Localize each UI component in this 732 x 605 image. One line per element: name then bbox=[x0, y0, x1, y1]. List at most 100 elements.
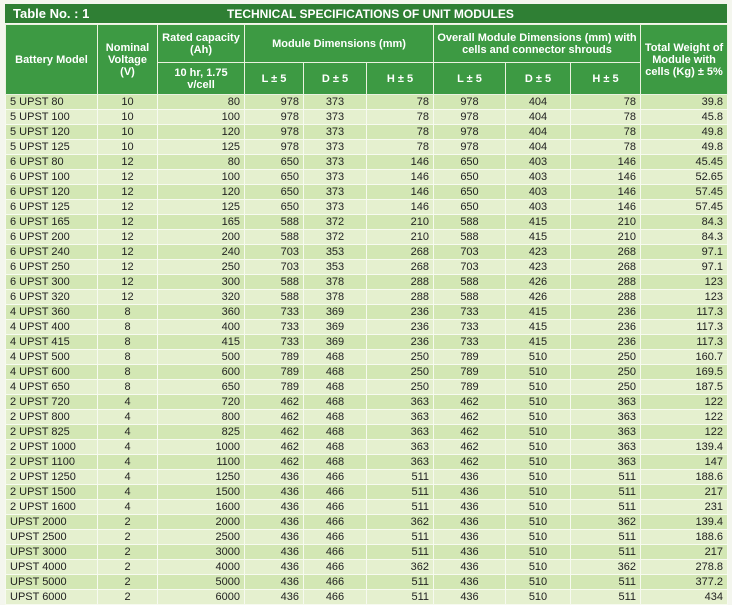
table-cell: 378 bbox=[303, 289, 367, 305]
table-cell: 2 UPST 720 bbox=[5, 394, 98, 410]
table-cell: 436 bbox=[244, 589, 304, 605]
table-cell: 200 bbox=[157, 229, 245, 245]
table-cell: 436 bbox=[433, 559, 506, 575]
table-cell: 511 bbox=[366, 484, 434, 500]
table-row: 6 UPST 120 12 120 650 373 146 650 403 146 57.45 bbox=[5, 184, 729, 200]
table-cell: 703 bbox=[433, 259, 506, 275]
table-cell: 288 bbox=[569, 274, 642, 290]
table-cell: 415 bbox=[505, 334, 571, 350]
table-cell: 78 bbox=[569, 109, 642, 125]
table-cell: 5 UPST 80 bbox=[5, 94, 98, 110]
table-cell: 268 bbox=[366, 244, 434, 260]
table-cell: 510 bbox=[505, 349, 571, 365]
table-cell: 372 bbox=[303, 229, 367, 245]
table-cell: 120 bbox=[157, 184, 245, 200]
table-cell: 12 bbox=[97, 259, 158, 275]
table-cell: 2 bbox=[97, 574, 158, 590]
table-cell: 278.8 bbox=[640, 559, 729, 575]
table-row: 6 UPST 320 12 320 588 378 288 588 426 288 123 bbox=[5, 289, 729, 305]
table-cell: 45.45 bbox=[640, 154, 729, 170]
table-cell: 468 bbox=[303, 439, 367, 455]
table-cell: 733 bbox=[244, 319, 304, 335]
table-cell: 4 UPST 650 bbox=[5, 379, 98, 395]
table-cell: 8 bbox=[97, 364, 158, 380]
table-cell: 8 bbox=[97, 379, 158, 395]
table-cell: 250 bbox=[366, 364, 434, 380]
table-title: TECHNICAL SPECIFICATIONS OF UNIT MODULES bbox=[227, 7, 514, 21]
table-cell: 288 bbox=[366, 289, 434, 305]
table-cell: 210 bbox=[366, 214, 434, 230]
table-cell: 78 bbox=[366, 94, 434, 110]
table-cell: 363 bbox=[569, 439, 642, 455]
table-cell: 511 bbox=[366, 544, 434, 560]
header-cell: L ± 5 bbox=[244, 62, 304, 95]
table-cell: 2 bbox=[97, 559, 158, 575]
table-cell: 117.3 bbox=[640, 319, 729, 335]
table-cell: 6 UPST 250 bbox=[5, 259, 98, 275]
table-cell: 511 bbox=[366, 529, 434, 545]
table-cell: 373 bbox=[303, 109, 367, 125]
table-cell: 84.3 bbox=[640, 214, 729, 230]
table-cell: 510 bbox=[505, 514, 571, 530]
table-cell: 373 bbox=[303, 199, 367, 215]
table-cell: 250 bbox=[366, 349, 434, 365]
header-cell: H ± 5 bbox=[569, 62, 642, 95]
table-cell: 436 bbox=[244, 559, 304, 575]
table-cell: 2 UPST 1600 bbox=[5, 499, 98, 515]
table-row: 4 UPST 650 8 650 789 468 250 789 510 250 187.5 bbox=[5, 379, 729, 395]
table-cell: 415 bbox=[505, 229, 571, 245]
table-cell: 436 bbox=[433, 469, 506, 485]
table-cell: UPST 3000 bbox=[5, 544, 98, 560]
table-cell: 268 bbox=[366, 259, 434, 275]
table-cell: UPST 2000 bbox=[5, 514, 98, 530]
table-cell: 288 bbox=[366, 274, 434, 290]
table-cell: 268 bbox=[569, 244, 642, 260]
table-cell: 125 bbox=[157, 139, 245, 155]
table-cell: 733 bbox=[244, 304, 304, 320]
table-cell: 511 bbox=[569, 469, 642, 485]
table-cell: 2 bbox=[97, 514, 158, 530]
table-cell: 466 bbox=[303, 484, 367, 500]
table-cell: 6 UPST 320 bbox=[5, 289, 98, 305]
table-cell: 978 bbox=[244, 124, 304, 140]
table-cell: 363 bbox=[366, 439, 434, 455]
table-cell: 10 bbox=[97, 109, 158, 125]
header-cell: Module Dimensions (mm) bbox=[244, 24, 434, 63]
table-cell: 511 bbox=[366, 469, 434, 485]
table-cell: 404 bbox=[505, 124, 571, 140]
table-cell: 363 bbox=[366, 394, 434, 410]
table-cell: 80 bbox=[157, 154, 245, 170]
table-cell: 4 UPST 600 bbox=[5, 364, 98, 380]
table-cell: 6 UPST 165 bbox=[5, 214, 98, 230]
table-cell: 468 bbox=[303, 454, 367, 470]
table-cell: 10 bbox=[97, 94, 158, 110]
table-cell: 100 bbox=[157, 169, 245, 185]
table-cell: 511 bbox=[569, 544, 642, 560]
table-cell: 436 bbox=[244, 499, 304, 515]
table-cell: 369 bbox=[303, 334, 367, 350]
table-cell: 122 bbox=[640, 424, 729, 440]
table-cell: 600 bbox=[157, 364, 245, 380]
header-cell: Nominal Voltage (V) bbox=[97, 24, 158, 95]
table-cell: 510 bbox=[505, 499, 571, 515]
table-row: 2 UPST 825 4 825 462 468 363 462 510 363 122 bbox=[5, 424, 729, 440]
table-row: 6 UPST 250 12 250 703 353 268 703 423 268 97.1 bbox=[5, 259, 729, 275]
table-cell: 4 UPST 415 bbox=[5, 334, 98, 350]
table-cell: 125 bbox=[157, 199, 245, 215]
table-cell: 146 bbox=[569, 199, 642, 215]
table-cell: 500 bbox=[157, 349, 245, 365]
table-cell: 436 bbox=[244, 574, 304, 590]
table-cell: 236 bbox=[569, 304, 642, 320]
header-cell: H ± 5 bbox=[366, 62, 434, 95]
table-cell: 78 bbox=[366, 124, 434, 140]
table-row: 2 UPST 800 4 800 462 468 363 462 510 363 122 bbox=[5, 409, 729, 425]
table-cell: 78 bbox=[366, 109, 434, 125]
table-cell: 5 UPST 120 bbox=[5, 124, 98, 140]
table-row: UPST 4000 2 4000 436 466 362 436 510 362 278.8 bbox=[5, 559, 729, 575]
table-cell: 426 bbox=[505, 274, 571, 290]
table-cell: 978 bbox=[433, 109, 506, 125]
table-cell: 466 bbox=[303, 529, 367, 545]
table-cell: UPST 5000 bbox=[5, 574, 98, 590]
table-row: 6 UPST 125 12 125 650 373 146 650 403 146 57.45 bbox=[5, 199, 729, 215]
table-cell: 320 bbox=[157, 289, 245, 305]
